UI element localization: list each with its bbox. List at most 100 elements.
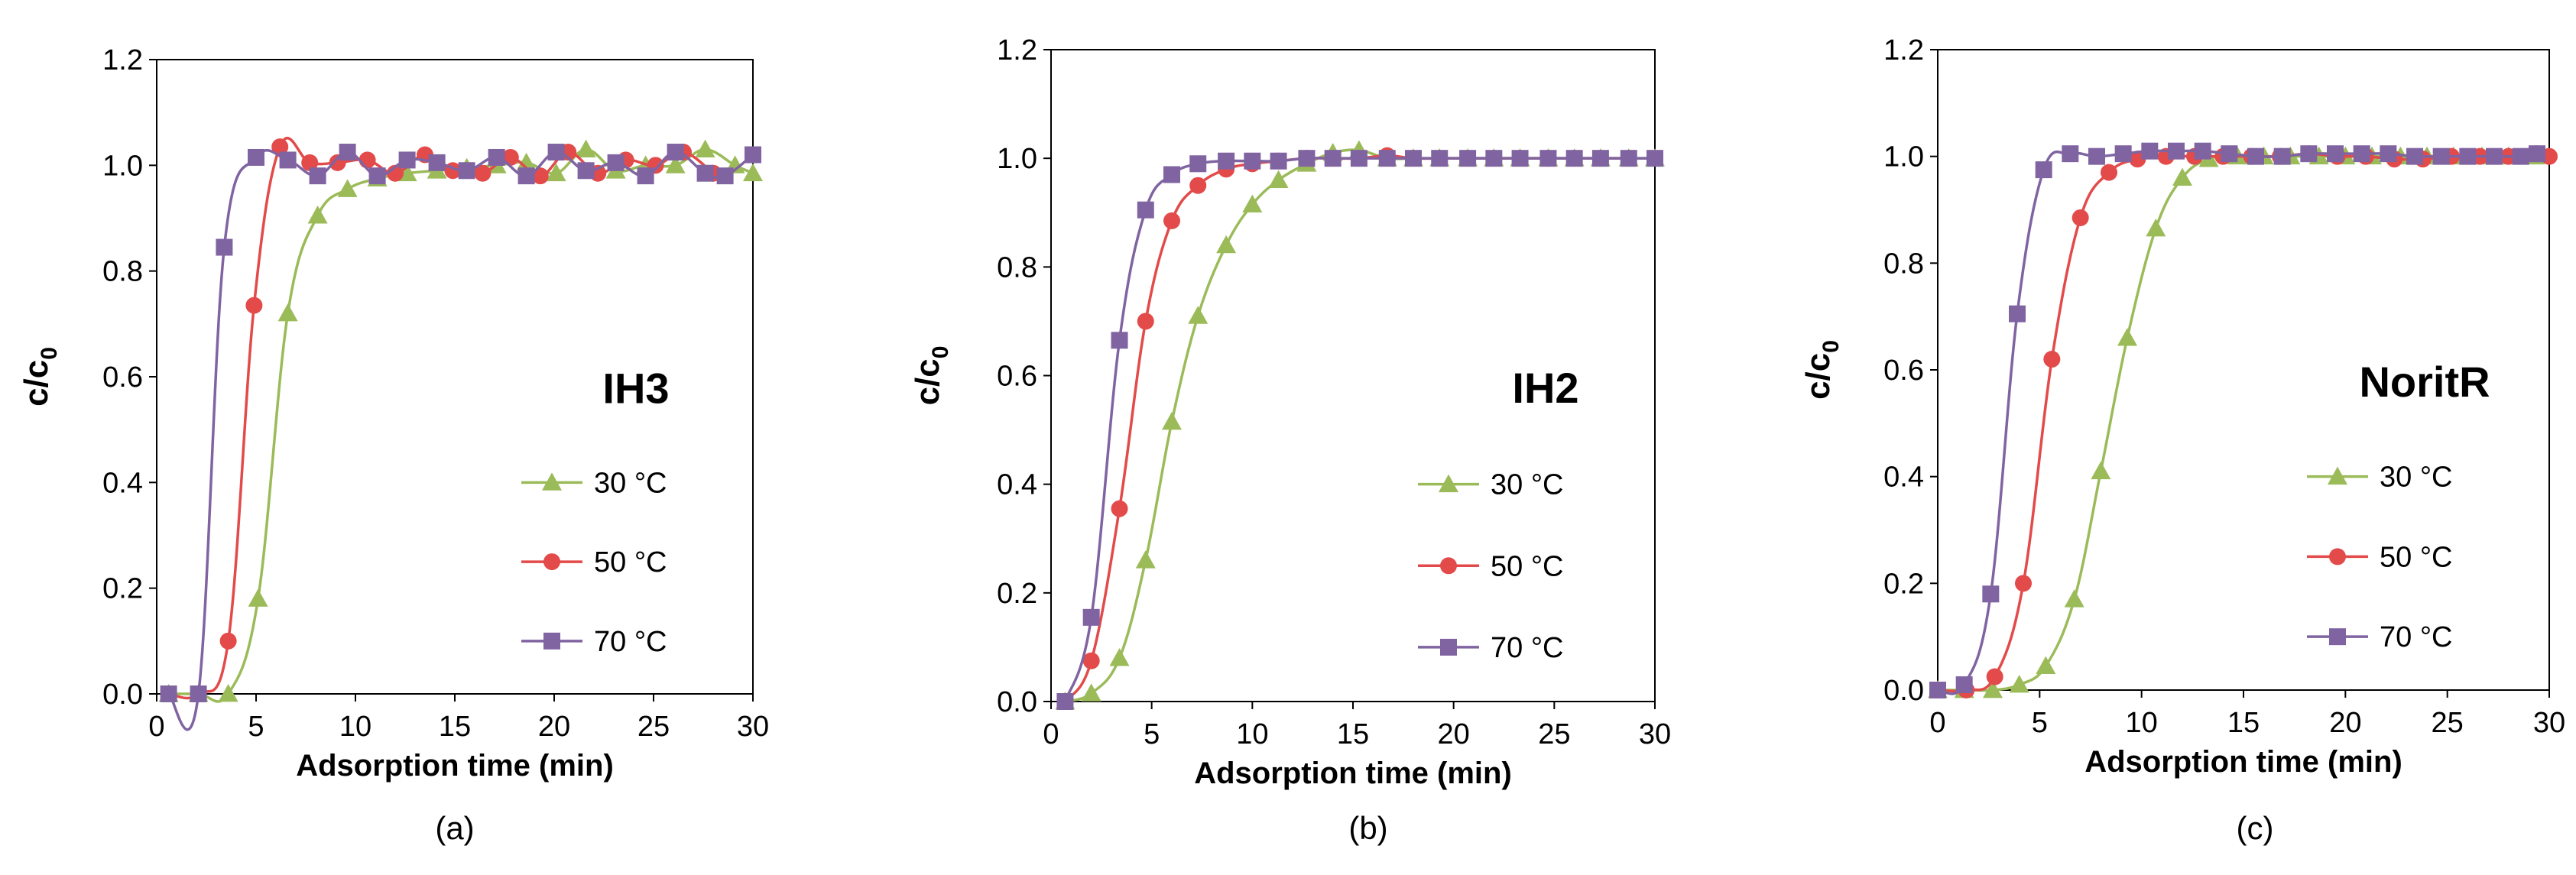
series-line — [168, 147, 754, 703]
data-point — [1135, 550, 1156, 569]
data-point — [2273, 147, 2291, 165]
data-point — [517, 167, 535, 185]
legend-entry: 70 °C — [1418, 632, 1563, 664]
data-point — [279, 151, 297, 169]
data-point — [2009, 305, 2026, 322]
data-point — [546, 163, 566, 182]
series-30C — [158, 139, 763, 703]
data-point — [2141, 142, 2159, 160]
legend-label: 50 °C — [594, 546, 667, 578]
sample-name: NoritR — [2359, 358, 2490, 406]
data-point — [1298, 150, 1316, 167]
x-tick-label: 0 — [1043, 718, 1059, 750]
series-30C — [1928, 146, 2545, 698]
y-tick-label: 0.4 — [997, 469, 1037, 501]
y-tick-label: 1.0 — [997, 143, 1037, 175]
x-tick-label: 20 — [538, 711, 570, 743]
x-tick-label: 30 — [1639, 718, 1671, 750]
data-point — [1511, 150, 1529, 167]
data-point — [1405, 150, 1422, 167]
data-point — [2300, 145, 2318, 163]
x-tick-label: 0 — [1929, 707, 1945, 739]
data-point — [2221, 145, 2238, 163]
legend-entry: 30 °C — [2307, 462, 2452, 494]
data-point — [1565, 150, 1583, 167]
y-tick-label: 0.8 — [997, 251, 1037, 284]
legend-entry: 50 °C — [1418, 550, 1563, 582]
data-point — [665, 155, 686, 173]
data-point — [2168, 142, 2185, 160]
x-tick-label: 15 — [439, 711, 471, 743]
data-point — [248, 148, 264, 166]
x-tick-label: 20 — [1438, 718, 1470, 750]
legend-label: 30 °C — [1491, 469, 1563, 501]
data-point — [716, 167, 734, 185]
series-line — [1063, 154, 1629, 703]
legend-label: 30 °C — [2380, 462, 2452, 494]
x-tick-label: 5 — [248, 711, 264, 743]
data-point — [1242, 194, 1263, 212]
data-point — [1162, 411, 1182, 430]
data-point — [696, 164, 714, 182]
series-line — [1937, 149, 2538, 695]
data-point — [2486, 147, 2503, 165]
data-point — [277, 303, 298, 322]
data-point — [1270, 152, 1287, 170]
data-point — [1539, 150, 1557, 167]
data-point — [2380, 145, 2397, 163]
data-point — [358, 151, 376, 169]
data-point — [2101, 164, 2117, 181]
series-line — [1064, 148, 1655, 703]
data-point — [2009, 675, 2029, 693]
y-axis-label-main: c/c — [909, 358, 946, 405]
data-point — [1163, 166, 1180, 183]
data-point — [2529, 145, 2545, 163]
x-tick-label: 0 — [148, 711, 164, 743]
legend-marker — [1440, 638, 1457, 656]
data-point — [2088, 147, 2105, 165]
y-tick-label: 0.0 — [1883, 675, 1924, 707]
legend-marker — [2329, 628, 2346, 646]
data-point — [2353, 145, 2370, 163]
data-point — [428, 154, 446, 171]
x-axis-label: Adsorption time (min) — [1194, 757, 1512, 790]
y-tick-label: 1.2 — [1883, 34, 1924, 66]
x-tick-label: 5 — [1144, 718, 1160, 750]
data-point — [1459, 150, 1477, 167]
data-point — [2114, 145, 2132, 163]
y-axis-label-main: c/c — [18, 360, 55, 407]
y-tick-label: 1.0 — [102, 150, 143, 182]
data-point — [1955, 676, 1973, 694]
y-tick-label: 1.2 — [102, 44, 143, 76]
data-point — [2406, 147, 2423, 165]
data-point — [1056, 693, 1074, 710]
x-axis-label: Adsorption time (min) — [296, 749, 614, 783]
data-point — [743, 163, 763, 182]
y-axis-label-subscript: 0 — [928, 346, 953, 359]
y-tick-label: 0.4 — [102, 467, 143, 499]
y-axis-label-subscript: 0 — [37, 347, 62, 360]
legend-label: 30 °C — [594, 467, 667, 499]
legend-marker — [543, 553, 560, 571]
data-point — [301, 154, 319, 171]
data-point — [1111, 332, 1128, 349]
data-point — [547, 144, 565, 161]
y-tick-label: 0.6 — [1883, 355, 1924, 387]
data-point — [1485, 150, 1503, 167]
data-point — [307, 206, 328, 224]
x-tick-label: 15 — [1337, 718, 1369, 750]
data-point — [2091, 461, 2111, 480]
data-point — [1983, 680, 2003, 698]
panel-caption: (b) — [1348, 810, 1387, 846]
data-point — [398, 151, 416, 169]
data-point — [368, 167, 386, 185]
legend-marker — [2329, 548, 2346, 566]
y-tick-label: 0.2 — [997, 578, 1037, 610]
data-point — [1111, 500, 1128, 517]
data-point — [1268, 170, 1289, 188]
data-point — [1189, 155, 1207, 173]
data-point — [2194, 142, 2211, 160]
data-point — [695, 139, 715, 157]
data-point — [1378, 150, 1396, 167]
